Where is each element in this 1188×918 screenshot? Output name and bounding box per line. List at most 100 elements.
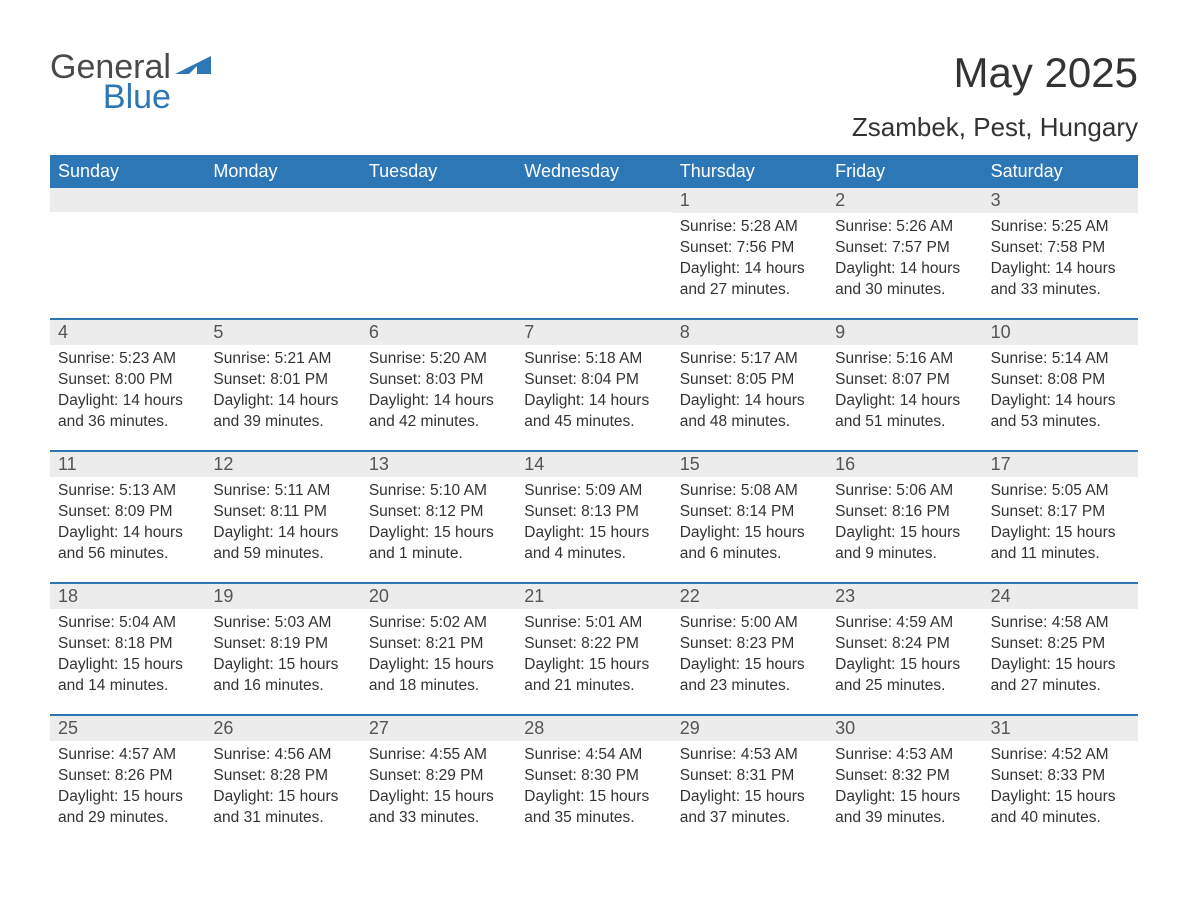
daylight-line: Daylight: 15 hours and 21 minutes.: [524, 655, 663, 697]
day-details: Sunrise: 4:55 AMSunset: 8:29 PMDaylight:…: [361, 741, 516, 837]
weekday-header: Tuesday: [361, 155, 516, 188]
calendar-cell: 2Sunrise: 5:26 AMSunset: 7:57 PMDaylight…: [827, 188, 982, 318]
calendar-cell-empty: [205, 188, 360, 318]
sunset-line: Sunset: 8:11 PM: [213, 502, 352, 523]
day-number: 23: [827, 584, 982, 609]
sunrise-line: Sunrise: 5:05 AM: [991, 481, 1130, 502]
sunset-line: Sunset: 8:08 PM: [991, 370, 1130, 391]
sunrise-line: Sunrise: 5:11 AM: [213, 481, 352, 502]
daylight-line: Daylight: 14 hours and 39 minutes.: [213, 391, 352, 433]
weekday-header: Thursday: [672, 155, 827, 188]
day-details: Sunrise: 5:21 AMSunset: 8:01 PMDaylight:…: [205, 345, 360, 441]
sunrise-line: Sunrise: 5:00 AM: [680, 613, 819, 634]
sunrise-line: Sunrise: 5:26 AM: [835, 217, 974, 238]
sunrise-line: Sunrise: 5:08 AM: [680, 481, 819, 502]
daylight-line: Daylight: 15 hours and 39 minutes.: [835, 787, 974, 829]
day-details: Sunrise: 4:52 AMSunset: 8:33 PMDaylight:…: [983, 741, 1138, 837]
day-number: 27: [361, 716, 516, 741]
calendar-cell: 30Sunrise: 4:53 AMSunset: 8:32 PMDayligh…: [827, 716, 982, 846]
weekday-header-row: Sunday Monday Tuesday Wednesday Thursday…: [50, 155, 1138, 188]
day-details: Sunrise: 4:54 AMSunset: 8:30 PMDaylight:…: [516, 741, 671, 837]
logo: General Blue: [50, 50, 211, 114]
calendar-cell: 24Sunrise: 4:58 AMSunset: 8:25 PMDayligh…: [983, 584, 1138, 714]
calendar-cell: 15Sunrise: 5:08 AMSunset: 8:14 PMDayligh…: [672, 452, 827, 582]
day-number: 26: [205, 716, 360, 741]
day-number: 30: [827, 716, 982, 741]
day-details: Sunrise: 5:00 AMSunset: 8:23 PMDaylight:…: [672, 609, 827, 705]
sunrise-line: Sunrise: 5:25 AM: [991, 217, 1130, 238]
day-number: 11: [50, 452, 205, 477]
sunset-line: Sunset: 8:25 PM: [991, 634, 1130, 655]
daylight-line: Daylight: 15 hours and 4 minutes.: [524, 523, 663, 565]
weeks-container: 1Sunrise: 5:28 AMSunset: 7:56 PMDaylight…: [50, 188, 1138, 846]
sunset-line: Sunset: 8:30 PM: [524, 766, 663, 787]
calendar: Sunday Monday Tuesday Wednesday Thursday…: [50, 155, 1138, 846]
sunset-line: Sunset: 8:33 PM: [991, 766, 1130, 787]
day-details: Sunrise: 5:09 AMSunset: 8:13 PMDaylight:…: [516, 477, 671, 573]
sunset-line: Sunset: 8:05 PM: [680, 370, 819, 391]
daylight-line: Daylight: 15 hours and 27 minutes.: [991, 655, 1130, 697]
day-details: Sunrise: 5:05 AMSunset: 8:17 PMDaylight:…: [983, 477, 1138, 573]
calendar-cell: 18Sunrise: 5:04 AMSunset: 8:18 PMDayligh…: [50, 584, 205, 714]
calendar-cell: 21Sunrise: 5:01 AMSunset: 8:22 PMDayligh…: [516, 584, 671, 714]
calendar-cell: 28Sunrise: 4:54 AMSunset: 8:30 PMDayligh…: [516, 716, 671, 846]
day-details: Sunrise: 5:17 AMSunset: 8:05 PMDaylight:…: [672, 345, 827, 441]
calendar-cell: 6Sunrise: 5:20 AMSunset: 8:03 PMDaylight…: [361, 320, 516, 450]
location-subtitle: Zsambek, Pest, Hungary: [852, 112, 1138, 143]
day-number: 1: [672, 188, 827, 213]
sunset-line: Sunset: 8:23 PM: [680, 634, 819, 655]
weekday-header: Friday: [827, 155, 982, 188]
sunset-line: Sunset: 8:31 PM: [680, 766, 819, 787]
sunrise-line: Sunrise: 5:16 AM: [835, 349, 974, 370]
calendar-cell: 17Sunrise: 5:05 AMSunset: 8:17 PMDayligh…: [983, 452, 1138, 582]
day-number: 12: [205, 452, 360, 477]
weekday-header: Saturday: [983, 155, 1138, 188]
sunrise-line: Sunrise: 5:09 AM: [524, 481, 663, 502]
day-number: 6: [361, 320, 516, 345]
daylight-line: Daylight: 15 hours and 40 minutes.: [991, 787, 1130, 829]
week-row: 1Sunrise: 5:28 AMSunset: 7:56 PMDaylight…: [50, 188, 1138, 318]
daylight-line: Daylight: 14 hours and 27 minutes.: [680, 259, 819, 301]
day-details: Sunrise: 4:53 AMSunset: 8:31 PMDaylight:…: [672, 741, 827, 837]
daylight-line: Daylight: 14 hours and 51 minutes.: [835, 391, 974, 433]
sunset-line: Sunset: 8:22 PM: [524, 634, 663, 655]
calendar-cell: 31Sunrise: 4:52 AMSunset: 8:33 PMDayligh…: [983, 716, 1138, 846]
day-number: 2: [827, 188, 982, 213]
day-number: 8: [672, 320, 827, 345]
calendar-cell: 8Sunrise: 5:17 AMSunset: 8:05 PMDaylight…: [672, 320, 827, 450]
day-number: [205, 188, 360, 212]
sunset-line: Sunset: 7:58 PM: [991, 238, 1130, 259]
sunset-line: Sunset: 7:57 PM: [835, 238, 974, 259]
day-number: 22: [672, 584, 827, 609]
day-number: [516, 188, 671, 212]
sunrise-line: Sunrise: 5:17 AM: [680, 349, 819, 370]
sunset-line: Sunset: 8:14 PM: [680, 502, 819, 523]
calendar-cell: 11Sunrise: 5:13 AMSunset: 8:09 PMDayligh…: [50, 452, 205, 582]
weekday-header: Wednesday: [516, 155, 671, 188]
calendar-cell: 26Sunrise: 4:56 AMSunset: 8:28 PMDayligh…: [205, 716, 360, 846]
day-number: 20: [361, 584, 516, 609]
page-title: May 2025: [852, 50, 1138, 96]
day-details: Sunrise: 5:13 AMSunset: 8:09 PMDaylight:…: [50, 477, 205, 573]
sunrise-line: Sunrise: 4:58 AM: [991, 613, 1130, 634]
sunset-line: Sunset: 8:13 PM: [524, 502, 663, 523]
day-details: Sunrise: 4:59 AMSunset: 8:24 PMDaylight:…: [827, 609, 982, 705]
day-details: Sunrise: 4:56 AMSunset: 8:28 PMDaylight:…: [205, 741, 360, 837]
week-row: 25Sunrise: 4:57 AMSunset: 8:26 PMDayligh…: [50, 714, 1138, 846]
calendar-page: General Blue May 2025 Zsambek, Pest, Hun…: [0, 0, 1188, 886]
daylight-line: Daylight: 15 hours and 18 minutes.: [369, 655, 508, 697]
sunrise-line: Sunrise: 4:52 AM: [991, 745, 1130, 766]
day-details: Sunrise: 5:03 AMSunset: 8:19 PMDaylight:…: [205, 609, 360, 705]
sunrise-line: Sunrise: 4:56 AM: [213, 745, 352, 766]
daylight-line: Daylight: 15 hours and 23 minutes.: [680, 655, 819, 697]
calendar-cell: 7Sunrise: 5:18 AMSunset: 8:04 PMDaylight…: [516, 320, 671, 450]
sunset-line: Sunset: 8:26 PM: [58, 766, 197, 787]
calendar-cell: 20Sunrise: 5:02 AMSunset: 8:21 PMDayligh…: [361, 584, 516, 714]
sunrise-line: Sunrise: 5:18 AM: [524, 349, 663, 370]
calendar-cell: 25Sunrise: 4:57 AMSunset: 8:26 PMDayligh…: [50, 716, 205, 846]
sunrise-line: Sunrise: 5:01 AM: [524, 613, 663, 634]
calendar-cell-empty: [361, 188, 516, 318]
sunrise-line: Sunrise: 4:54 AM: [524, 745, 663, 766]
week-row: 4Sunrise: 5:23 AMSunset: 8:00 PMDaylight…: [50, 318, 1138, 450]
sunrise-line: Sunrise: 5:04 AM: [58, 613, 197, 634]
